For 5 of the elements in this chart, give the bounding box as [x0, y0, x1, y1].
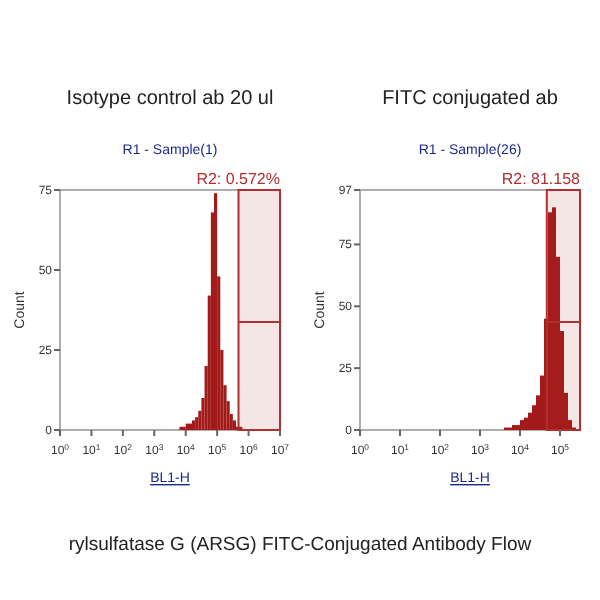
- chart-title: Isotype control ab 20 ul: [66, 88, 274, 110]
- text: rylsulfatase G (ARSG) FITC-Conjugated Antibody Flow: [68, 534, 532, 556]
- band-label: R2: 81.158: [501, 170, 582, 188]
- band-label: R2: 0.572%: [196, 170, 280, 188]
- chart-title: FITC conjugated ab: [382, 88, 559, 110]
